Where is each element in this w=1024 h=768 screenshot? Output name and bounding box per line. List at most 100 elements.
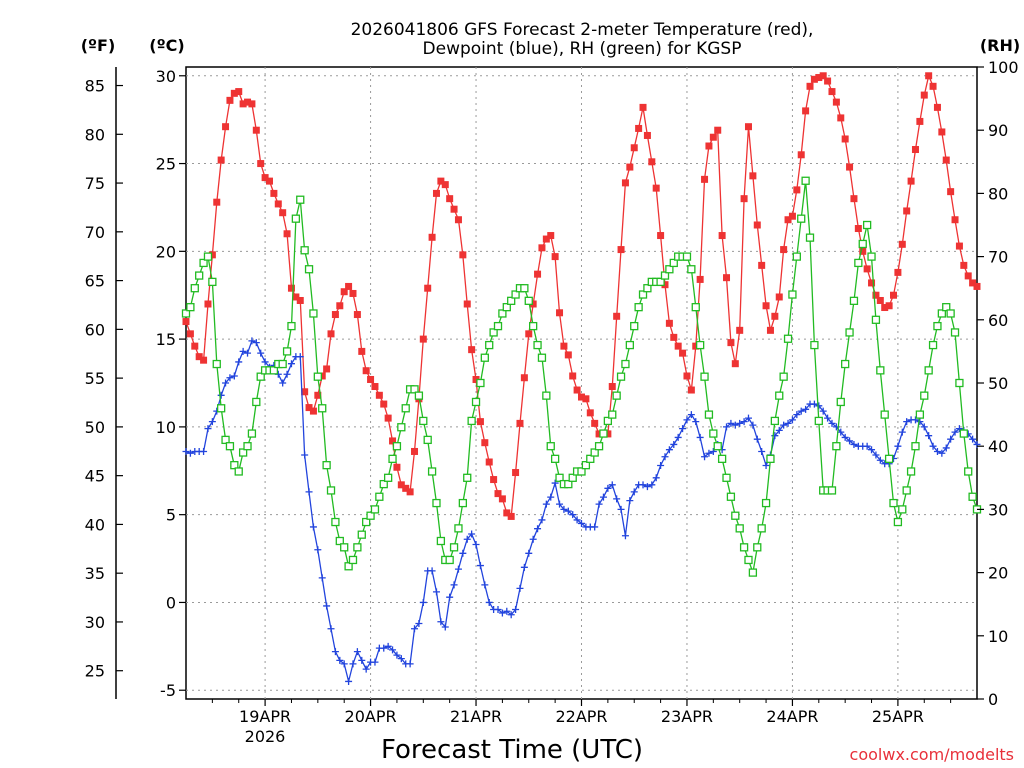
temperature-point xyxy=(683,372,691,380)
rh-point xyxy=(942,303,951,312)
dewpoint-point xyxy=(520,563,528,571)
dewpoint-point xyxy=(841,433,849,441)
rh-point xyxy=(608,410,617,419)
rh-point xyxy=(392,442,402,451)
temperature-point xyxy=(314,391,322,399)
temperature-point xyxy=(547,232,555,240)
temperature-point xyxy=(323,365,331,373)
temperature-point xyxy=(964,272,972,280)
dewpoint-point xyxy=(608,481,616,489)
rh-point xyxy=(335,536,344,546)
temperature-point xyxy=(476,418,484,426)
dewpoint-point xyxy=(547,493,555,501)
dewpoint-point xyxy=(696,433,704,441)
dewpoint-point xyxy=(679,425,687,433)
temperature-point xyxy=(784,216,792,224)
rh-point xyxy=(902,486,911,495)
temperature-point xyxy=(806,82,814,90)
rh-point xyxy=(893,517,903,527)
temperature-point xyxy=(639,103,647,111)
dewpoint-point xyxy=(661,453,669,461)
rh-point xyxy=(340,543,349,552)
celsius-tick-label: 30 xyxy=(156,67,176,86)
dewpoint-point xyxy=(222,379,230,387)
temperature-point xyxy=(204,300,212,308)
temperature-point xyxy=(217,156,225,164)
rh-point xyxy=(195,271,204,280)
temperature-point xyxy=(551,253,559,261)
rh-point xyxy=(832,442,841,451)
temperature-point xyxy=(894,268,902,276)
dewpoint-point xyxy=(252,339,260,347)
chart-title-line1: 2026041806 GFS Forecast 2-meter Temperat… xyxy=(351,20,814,40)
rh-tick-label: 70 xyxy=(988,248,1008,267)
rh-point xyxy=(643,284,652,293)
dewpoint-point xyxy=(349,660,357,668)
dewpoint-point xyxy=(613,495,621,503)
rh-point xyxy=(458,498,468,508)
dewpoint-point xyxy=(283,370,291,378)
rh-point xyxy=(792,252,801,261)
dewpoint-point xyxy=(793,411,801,419)
dewpoint-point xyxy=(481,581,489,589)
rh-point xyxy=(318,404,327,413)
dewpoint-point xyxy=(476,562,484,570)
dewpoint-point xyxy=(643,483,651,491)
temperature-point xyxy=(534,270,542,278)
fahrenheit-tick-label: 50 xyxy=(85,418,105,437)
rh-point xyxy=(331,517,340,527)
dewpoint-point xyxy=(749,421,757,429)
dewpoint-point xyxy=(485,598,493,606)
temperature-point xyxy=(367,375,375,383)
temperature-point xyxy=(564,351,572,359)
temperature-point xyxy=(696,275,704,283)
dewpoint-point xyxy=(863,442,871,450)
dewpoint-point xyxy=(327,625,335,633)
dewpoint-point xyxy=(723,423,731,431)
temperature-point xyxy=(692,342,700,350)
dewpoint-point xyxy=(415,620,423,628)
dewpoint-point xyxy=(639,481,647,489)
rh-point xyxy=(946,309,955,318)
rh-point xyxy=(467,416,476,426)
dewpoint-point xyxy=(323,602,331,610)
temperature-point xyxy=(428,233,436,241)
temperature-point xyxy=(670,333,678,341)
temperature-point xyxy=(762,302,770,310)
rh-point xyxy=(203,252,213,261)
temperature-point xyxy=(261,174,269,182)
temperature-point xyxy=(213,198,221,206)
dewpoint-point xyxy=(736,419,744,427)
temperature-point xyxy=(731,360,739,368)
temperature-point xyxy=(208,251,216,259)
rh-point xyxy=(968,492,977,501)
temperature-point xyxy=(903,207,911,215)
rh-point xyxy=(181,309,191,318)
temperature-point xyxy=(279,209,287,217)
dewpoint-point xyxy=(353,648,361,656)
temperature-point xyxy=(621,179,629,187)
rh-point xyxy=(550,454,560,463)
dewpoint-point xyxy=(287,360,295,368)
temperature-point xyxy=(630,144,638,152)
rh-point xyxy=(682,252,692,261)
dewpoint-point xyxy=(784,419,792,427)
series-layer xyxy=(181,72,982,685)
temperature-point xyxy=(296,296,304,304)
fahrenheit-tick-label: 85 xyxy=(85,77,105,96)
temperature-point xyxy=(744,123,752,131)
temperature-point xyxy=(454,216,462,224)
temperature-point xyxy=(753,221,761,229)
temperature-point xyxy=(916,117,924,125)
temperature-point xyxy=(498,495,506,503)
temperature-point xyxy=(446,195,454,203)
temperature-point xyxy=(749,172,757,180)
rh-point xyxy=(753,543,762,552)
temperature-point xyxy=(419,335,427,343)
rh-point xyxy=(696,340,705,350)
temperature-point xyxy=(885,302,893,310)
rh-point xyxy=(383,473,393,482)
dewpoint-point xyxy=(670,440,678,448)
rh-point xyxy=(247,429,257,438)
rh-point xyxy=(581,461,591,470)
